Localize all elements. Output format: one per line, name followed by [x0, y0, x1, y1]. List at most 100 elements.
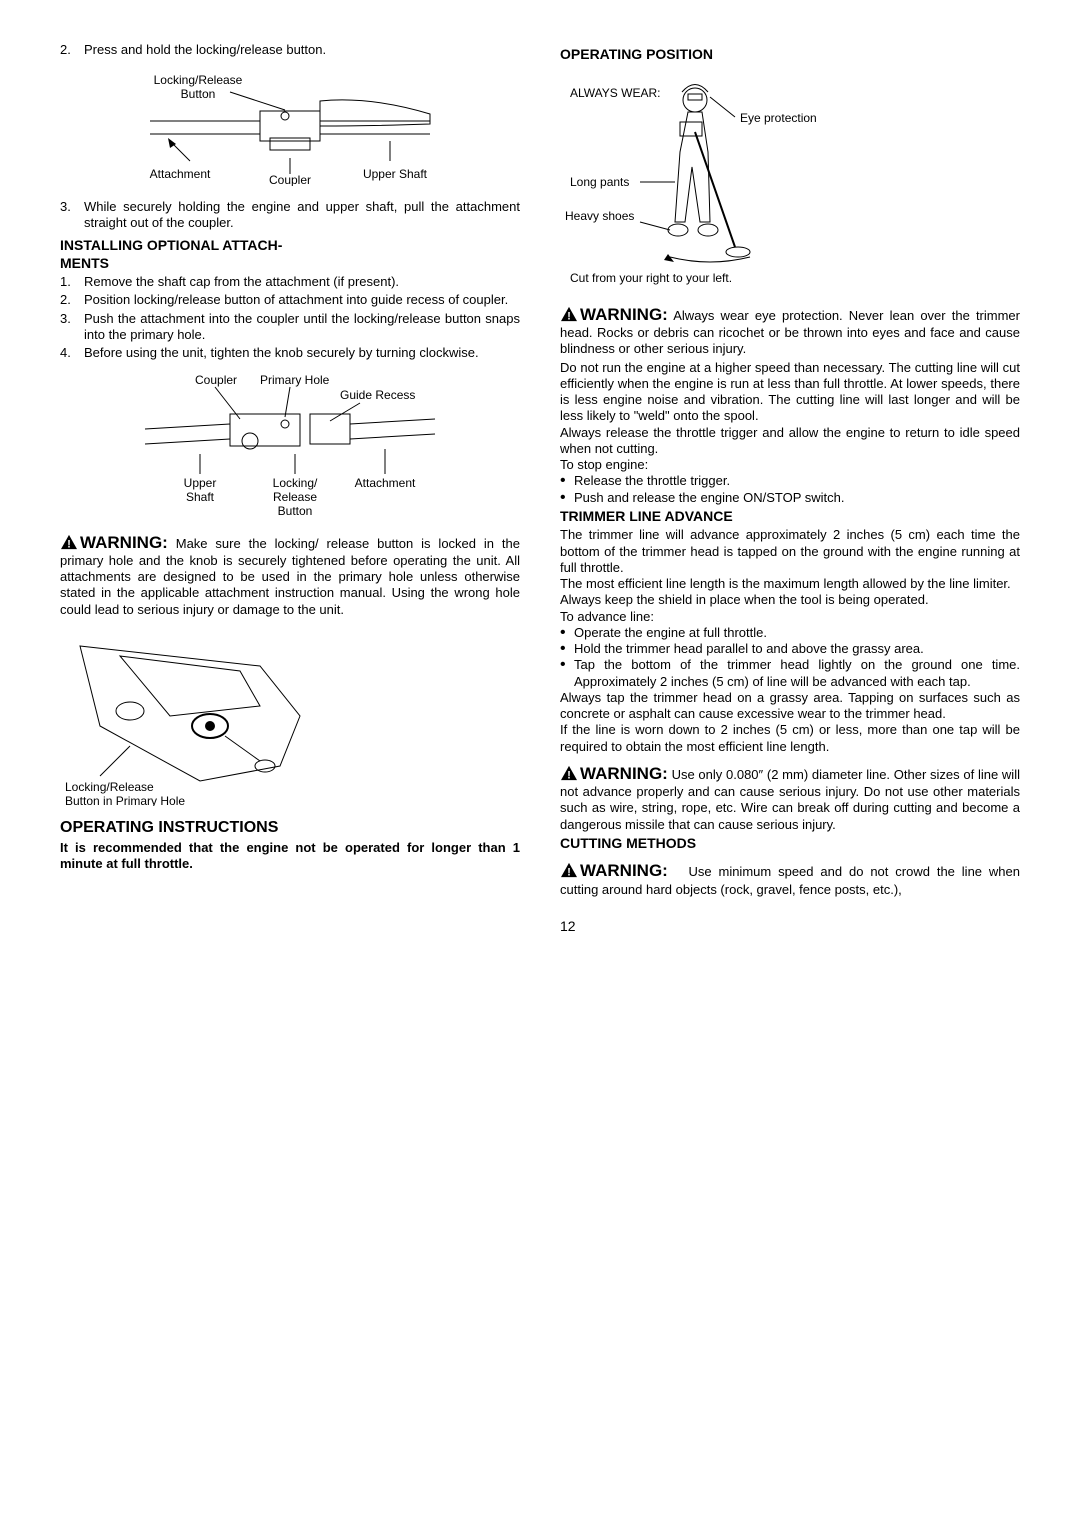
label-eye: Eye protection	[740, 111, 817, 125]
page-number: 12	[560, 918, 1020, 936]
install-heading: INSTALLING OPTIONAL ATTACH- MENTS	[60, 237, 520, 272]
bullet-text: Hold the trimmer head parallel to and ab…	[574, 641, 1020, 657]
warning-1: ! WARNING: Make sure the locking/ releas…	[60, 532, 520, 618]
trimmer-p6: If the line is worn down to 2 inches (5 …	[560, 722, 1020, 755]
primary-hole-diagram: Locking/Release Button in Primary Hole	[60, 626, 340, 806]
trimmer-heading: TRIMMER LINE ADVANCE	[560, 508, 1020, 526]
step-num: 2.	[60, 292, 84, 308]
cutting-heading: CUTTING METHODS	[560, 835, 1020, 853]
line	[145, 439, 230, 444]
label-pants: Long pants	[570, 175, 629, 189]
trimmer-head	[726, 247, 750, 257]
warning-icon: !	[60, 534, 78, 550]
label-bph: Button in Primary Hole	[65, 794, 185, 806]
guide-recess-box	[310, 414, 350, 444]
figure-coupler-detail: Coupler Primary Hole Guide Recess	[60, 369, 520, 523]
label-locking-release: Locking/Release	[154, 73, 243, 87]
advance-bullet: • Tap the bottom of the trimmer head lig…	[560, 657, 1020, 690]
coupler-diagram: Locking/Release Button Attachment	[140, 66, 440, 186]
label-locking: Locking/	[273, 476, 318, 490]
svg-text:!: !	[567, 310, 571, 322]
trimmer-p5: Always tap the trimmer head on a grassy …	[560, 690, 1020, 723]
label-upper: Upper	[184, 476, 217, 490]
label-coupler2: Coupler	[195, 373, 237, 387]
warning-label: WARNING:	[580, 861, 668, 880]
operating-instructions-heading: OPERATING INSTRUCTIONS	[60, 818, 520, 838]
step-text: Press and hold the locking/release butto…	[84, 42, 520, 58]
install-step: 2. Position locking/release button of at…	[60, 292, 520, 308]
left-column: 2. Press and hold the locking/release bu…	[60, 40, 520, 935]
svg-text:!: !	[67, 538, 71, 550]
line	[350, 419, 435, 424]
install-step: 3. Push the attachment into the coupler …	[60, 311, 520, 344]
shoe2	[698, 224, 718, 236]
bullet-text: Push and release the engine ON/STOP swit…	[574, 490, 1020, 506]
install-step: 1. Remove the shaft cap from the attachm…	[60, 274, 520, 290]
coupler-knob	[270, 138, 310, 150]
step-num: 2.	[60, 42, 84, 58]
svg-text:!: !	[567, 769, 571, 781]
install-step: 4. Before using the unit, tighten the kn…	[60, 345, 520, 361]
label-button2: Button	[278, 504, 313, 518]
step-text: While securely holding the engine and up…	[84, 199, 520, 232]
leader	[330, 403, 360, 421]
figure-operating-position: ALWAYS WEAR: Eye protection Long pants H…	[560, 72, 1020, 296]
coupler-body	[260, 111, 320, 141]
label-cut-direction: Cut from your right to your left.	[570, 271, 732, 285]
leader-line	[230, 92, 285, 110]
label-always-wear: ALWAYS WEAR:	[570, 86, 660, 100]
leader	[710, 97, 735, 117]
trimmer-shaft	[695, 132, 735, 247]
stop-bullet: • Release the throttle trigger.	[560, 473, 1020, 489]
bullet-icon: •	[560, 490, 574, 506]
cut-arc	[670, 257, 750, 262]
lock-button	[281, 112, 289, 120]
warning-4: ! WARNING: Use minimum speed and do not …	[560, 860, 1020, 898]
primary-hole	[281, 420, 289, 428]
svg-text:!: !	[567, 867, 571, 879]
leader	[100, 746, 130, 776]
right-column: OPERATING POSITION ALWAYS WEAR: Eye prot…	[560, 40, 1020, 935]
warning-label: WARNING:	[580, 305, 668, 324]
bullet-icon: •	[560, 473, 574, 489]
step-num: 4.	[60, 345, 84, 361]
line	[145, 424, 230, 429]
knob-line	[225, 736, 260, 761]
hole2	[116, 702, 144, 720]
bullet-icon: •	[560, 641, 574, 657]
warning-icon: !	[560, 862, 578, 878]
label-attachment: Attachment	[150, 167, 211, 181]
step-text: Before using the unit, tighten the knob …	[84, 345, 520, 361]
step-text: Push the attachment into the coupler unt…	[84, 311, 520, 344]
bullet-text: Tap the bottom of the trimmer head light…	[574, 657, 1020, 690]
label-attachment2: Attachment	[355, 476, 416, 490]
trimmer-p4: To advance line:	[560, 609, 1020, 625]
label-lr: Locking/Release	[65, 780, 154, 794]
operating-instructions-text: It is recommended that the engine not be…	[60, 840, 520, 873]
label-button: Button	[181, 87, 216, 101]
step-num: 3.	[60, 311, 84, 344]
advance-bullet: • Hold the trimmer head parallel to and …	[560, 641, 1020, 657]
knob	[242, 433, 258, 449]
figure-coupler: Locking/Release Button Attachment	[60, 66, 520, 190]
shoe1	[668, 224, 688, 236]
engine-outline	[320, 100, 430, 126]
label-shaft: Shaft	[186, 490, 215, 504]
bullet-text: Release the throttle trigger.	[574, 473, 1020, 489]
trimmer-p2: The most efficient line length is the ma…	[560, 576, 1020, 592]
button-dot	[205, 721, 215, 731]
para-stop: To stop engine:	[560, 457, 1020, 473]
step-text: Position locking/release button of attac…	[84, 292, 520, 308]
trimmer-p1: The trimmer line will advance approximat…	[560, 527, 1020, 576]
page-columns: 2. Press and hold the locking/release bu…	[60, 40, 1020, 935]
label-upper-shaft: Upper Shaft	[363, 167, 428, 181]
para-release: Always release the throttle trigger and …	[560, 425, 1020, 458]
step-3: 3. While securely holding the engine and…	[60, 199, 520, 232]
bullet-icon: •	[560, 657, 574, 690]
inner	[120, 656, 260, 716]
stop-bullet: • Push and release the engine ON/STOP sw…	[560, 490, 1020, 506]
label-shoes: Heavy shoes	[565, 209, 634, 223]
coupler-detail-diagram: Coupler Primary Hole Guide Recess	[140, 369, 440, 519]
bullet-icon: •	[560, 625, 574, 641]
leader	[285, 387, 290, 417]
